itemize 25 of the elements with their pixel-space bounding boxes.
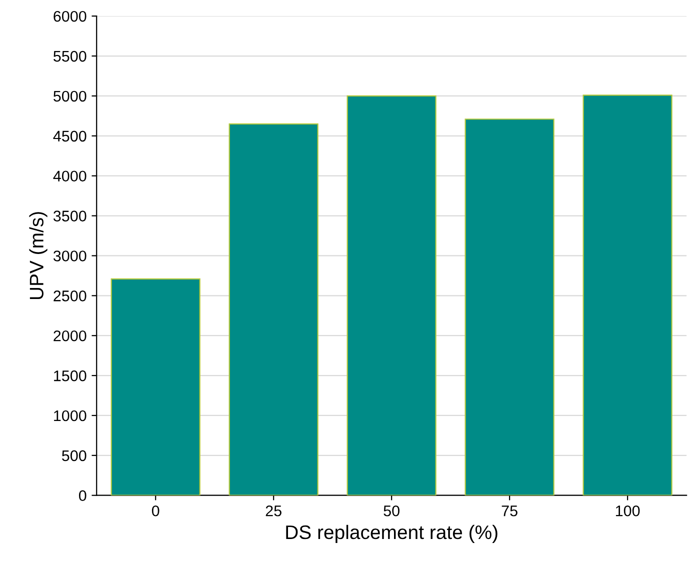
y-tick-label: 0 xyxy=(78,490,86,502)
bar xyxy=(228,123,318,496)
x-tick-label: 100 xyxy=(616,505,640,516)
y-tick-label: 5500 xyxy=(54,50,86,62)
y-tick-label: 5000 xyxy=(54,90,86,102)
x-tick-label: 0 xyxy=(152,505,160,516)
x-tick-label: 50 xyxy=(384,505,400,516)
y-tick-label: 1500 xyxy=(54,370,86,382)
bar xyxy=(464,118,554,496)
y-tick-label: 2000 xyxy=(54,330,86,342)
y-tick-label: 3000 xyxy=(53,250,86,262)
x-tick-label: 25 xyxy=(266,505,282,516)
y-tick-label: 2500 xyxy=(54,290,86,302)
x-tick-label: 75 xyxy=(502,506,518,516)
y-tick-label: 1000 xyxy=(54,410,86,422)
bar xyxy=(346,95,436,496)
y-tick-label: 3500 xyxy=(53,210,86,222)
bar xyxy=(582,94,672,496)
x-axis-title: DS replacement rate (%) xyxy=(286,524,498,544)
bar xyxy=(110,278,200,496)
y-tick-label: 6000 xyxy=(54,10,86,22)
y-tick-label: 500 xyxy=(62,450,86,462)
y-tick-label: 4500 xyxy=(53,130,86,142)
y-tick-label: 4000 xyxy=(53,170,86,182)
y-axis-title: UPV (m/s) xyxy=(29,212,48,300)
